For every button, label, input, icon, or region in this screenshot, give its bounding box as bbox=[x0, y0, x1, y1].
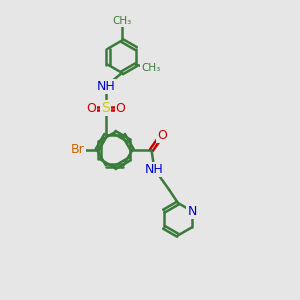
Text: N: N bbox=[187, 205, 197, 218]
Text: Br: Br bbox=[71, 143, 85, 157]
Text: CH₃: CH₃ bbox=[112, 16, 132, 26]
Text: O: O bbox=[116, 102, 125, 115]
Text: CH₃: CH₃ bbox=[141, 63, 161, 73]
Text: NH: NH bbox=[97, 80, 115, 93]
Text: O: O bbox=[86, 102, 96, 115]
Text: S: S bbox=[101, 101, 110, 115]
Text: NH: NH bbox=[145, 163, 164, 176]
Text: O: O bbox=[157, 129, 167, 142]
